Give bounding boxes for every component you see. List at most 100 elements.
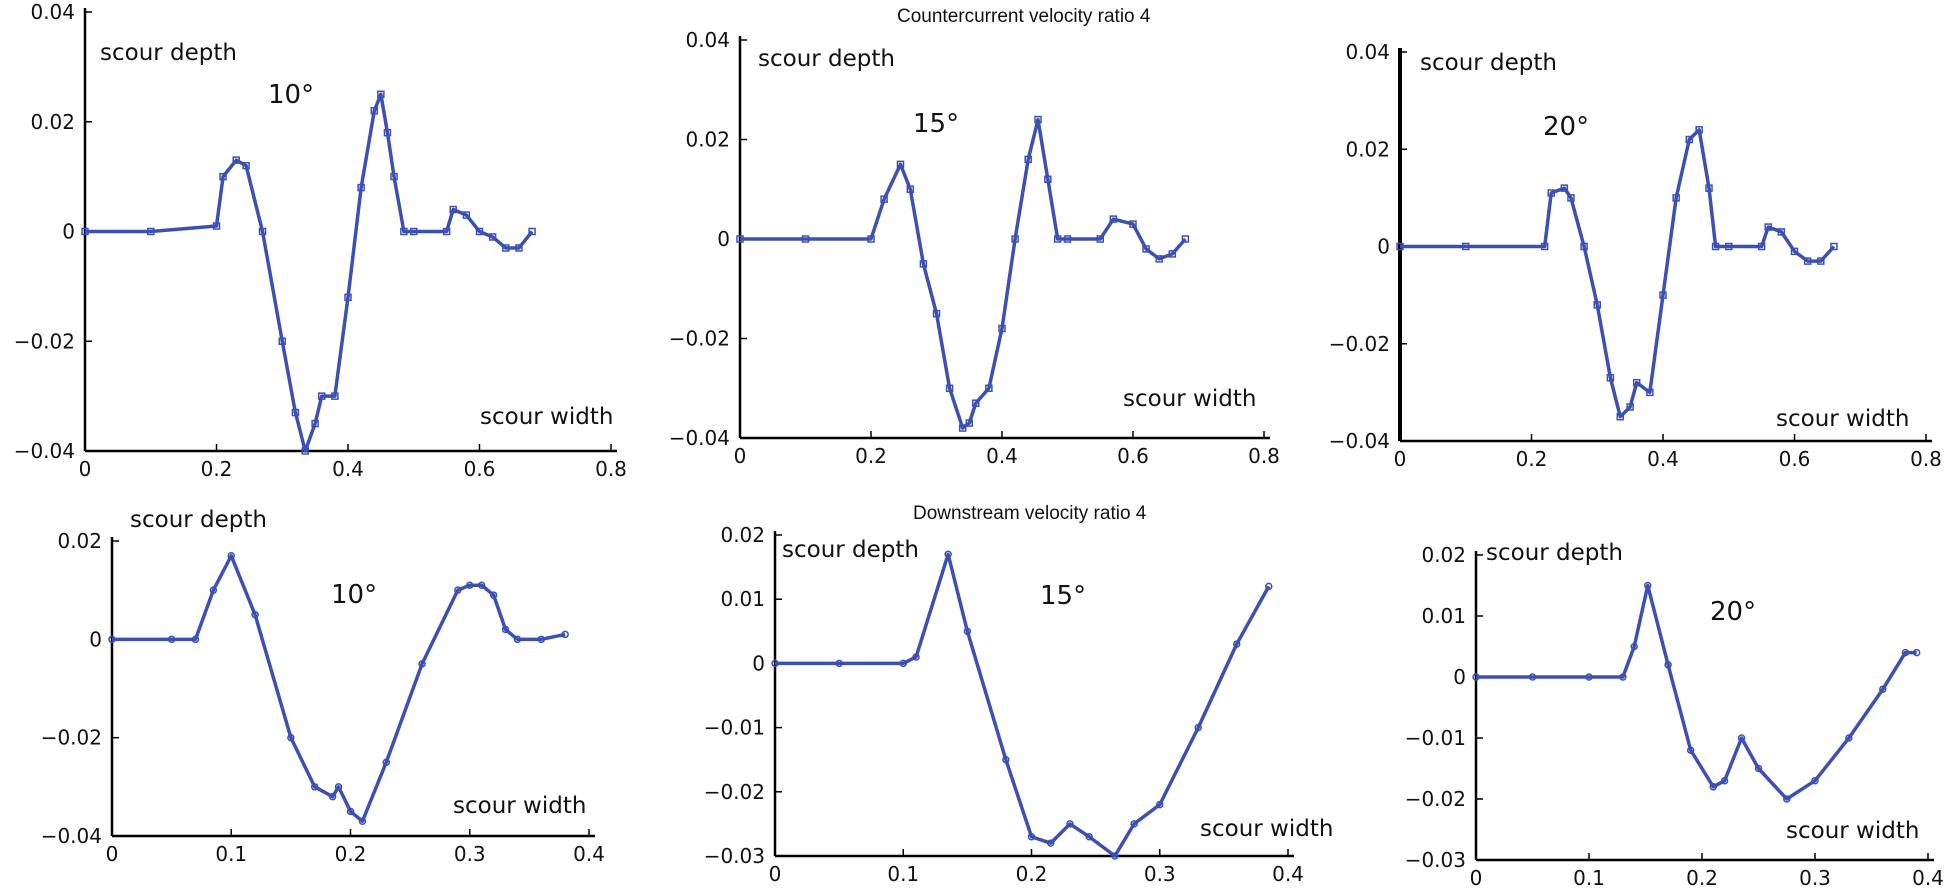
data-point (232, 156, 240, 164)
data-point (1845, 734, 1853, 742)
y-axis-label: scour depth (1486, 540, 1623, 566)
data-point (328, 792, 337, 801)
data-point (344, 293, 352, 302)
data-point (985, 384, 993, 392)
chart-title: 20° (1543, 112, 1589, 142)
x-tick-label: 0 (769, 862, 782, 886)
x-axis-label: scour width (480, 404, 613, 430)
data-point (1567, 194, 1575, 202)
data-point (1085, 832, 1093, 841)
data-point (1664, 661, 1672, 669)
y-tick-label: −0.04 (14, 439, 75, 463)
x-tick-label: 0.3 (454, 842, 486, 866)
chart-ds-20: −0.03 −0.02 −0.01 0 0.01 0.02 0 0.1 0.2 0.3 0.4 sco… (1405, 540, 1944, 890)
data-point (442, 227, 451, 236)
y-tick-label: 0 (752, 651, 765, 675)
data-point (449, 205, 457, 214)
data-point (1901, 648, 1910, 657)
y-tick-label: −0.04 (1329, 429, 1390, 453)
data-point (1024, 155, 1032, 164)
data-point (1560, 184, 1569, 192)
data-point (899, 659, 907, 668)
data-point (477, 581, 486, 589)
x-tick-label: 0.2 (335, 842, 367, 866)
data-point (167, 635, 176, 644)
x-tick-label: 0.6 (464, 457, 496, 481)
data-point (1265, 582, 1273, 591)
data-point (1764, 223, 1772, 231)
data-point (1811, 776, 1819, 785)
y-tick-label: −0.03 (1405, 848, 1466, 872)
data-point (736, 235, 744, 243)
data-point (377, 90, 385, 99)
y-tick-label: 0 (89, 627, 102, 651)
data-point (454, 586, 462, 594)
chart-cc-15: −0.04 −0.02 0 0.02 0.04 0 0.2 0.4 0.6 0.8 scour de… (669, 28, 1280, 468)
data-point (919, 260, 928, 268)
y-tick-label: 0.02 (1421, 543, 1466, 567)
y-tick-label: 0 (62, 220, 75, 244)
x-tick-label: 0.2 (1016, 862, 1048, 886)
data-point (958, 424, 967, 432)
y-tick-label: −0.02 (1405, 787, 1466, 811)
data-point (358, 817, 367, 825)
data-point (1879, 685, 1887, 693)
data-point (998, 324, 1006, 333)
data-point (466, 581, 474, 589)
x-tick-label: 0.1 (215, 842, 247, 866)
data-point (912, 653, 920, 661)
x-tick-label: 0.2 (201, 457, 233, 481)
data-point (370, 107, 379, 115)
data-point (1002, 755, 1010, 764)
x-tick-label: 0.8 (1910, 447, 1942, 471)
x-tick-label: 0 (79, 457, 92, 481)
data-point (1053, 235, 1062, 243)
data-point (1063, 235, 1072, 243)
y-tick-label: 0.02 (57, 529, 102, 553)
data-point (191, 635, 200, 644)
data-point (489, 591, 498, 599)
y-tick-label: 0.02 (1345, 137, 1390, 161)
chart-ds-10: −0.04 −0.02 0 0.02 0 0.1 0.2 0.3 0.4 scour depth s… (41, 507, 605, 866)
y-axis-label: scour depth (758, 46, 895, 72)
data-point (278, 337, 286, 345)
data-point (1777, 228, 1786, 236)
data-point (1034, 115, 1042, 124)
x-axis-label: scour width (1200, 816, 1333, 842)
data-point (1066, 820, 1074, 828)
data-point (242, 161, 250, 170)
data-point (147, 227, 155, 236)
data-point (331, 392, 339, 400)
data-point (287, 733, 295, 742)
series-line (112, 554, 566, 823)
data-point (209, 586, 218, 594)
data-point (1593, 301, 1601, 309)
data-point (906, 185, 915, 193)
y-tick-label: −0.01 (1405, 726, 1466, 750)
data-point (1011, 235, 1019, 243)
series-line (775, 552, 1271, 858)
data-point (1528, 673, 1537, 681)
data-point (1695, 126, 1703, 134)
data-point (1585, 673, 1593, 681)
data-point (1606, 374, 1615, 382)
x-tick-label: 0.6 (1779, 447, 1811, 471)
data-point (1720, 776, 1729, 785)
data-point (291, 408, 300, 417)
y-tick-label: 0.02 (685, 128, 730, 152)
data-point (1646, 388, 1654, 397)
data-point (945, 384, 954, 392)
data-point (1817, 257, 1825, 265)
data-point (108, 635, 116, 644)
data-point (1737, 734, 1746, 742)
x-tick-label: 0.1 (887, 862, 919, 886)
data-point (537, 635, 546, 644)
data-point (1630, 642, 1638, 651)
x-tick-label: 0.2 (855, 444, 887, 468)
data-point (963, 627, 972, 636)
x-tick-label: 0.4 (573, 842, 605, 866)
y-tick-label: −0.02 (41, 726, 102, 750)
data-point (835, 659, 843, 668)
data-point (1155, 255, 1163, 263)
data-point (81, 227, 89, 236)
